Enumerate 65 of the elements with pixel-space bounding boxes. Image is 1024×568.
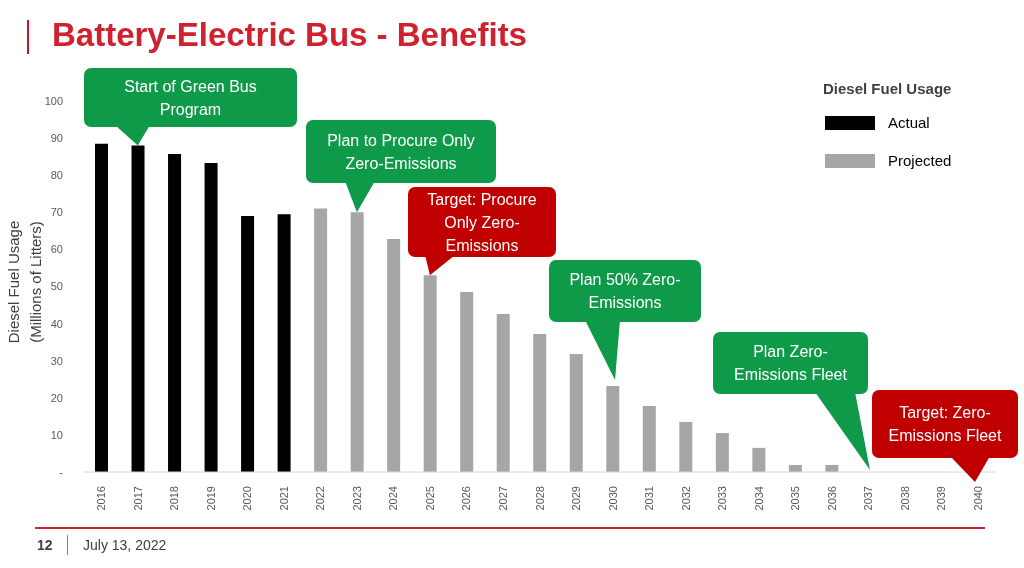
x-tick-label: 2022 — [314, 486, 327, 511]
bar — [533, 333, 547, 472]
x-tick-label: 2026 — [460, 486, 473, 511]
bar — [387, 239, 401, 472]
annotation: Plan Zero-Emissions Fleet — [733, 342, 848, 385]
text: 12 — [37, 537, 53, 553]
x-tick-label: 2032 — [679, 486, 692, 511]
bar — [496, 313, 510, 472]
bar — [715, 433, 729, 472]
x-tick-label: 2018 — [168, 486, 181, 511]
x-tick-label: 2031 — [643, 486, 656, 511]
x-tick-label: 2034 — [752, 486, 765, 511]
x-tick-label: 2040 — [971, 486, 984, 511]
y-tick-label: 30 — [50, 354, 63, 367]
legend-title: Diesel Fuel Usage — [823, 80, 952, 97]
legend-label: Projected — [888, 152, 952, 169]
bar — [204, 162, 218, 472]
y-tick-label: 10 — [50, 428, 63, 441]
bar — [241, 216, 255, 472]
y-tick-label: 90 — [50, 132, 63, 145]
x-tick-label: 2039 — [935, 486, 948, 511]
x-tick-label: 2038 — [898, 486, 911, 511]
x-tick-label: 2019 — [204, 486, 217, 511]
bar — [679, 421, 693, 472]
x-tick-label: 2023 — [350, 486, 363, 511]
annotation: Target: Procure Only Zero-Emissions — [426, 189, 538, 256]
bar — [95, 143, 108, 472]
x-tick-label: 2035 — [789, 486, 802, 511]
bar — [642, 405, 656, 472]
x-tick-label: 2025 — [423, 486, 436, 511]
x-tick-label: 2017 — [131, 486, 144, 511]
annotation: Start of Green Bus Program — [123, 76, 258, 120]
x-tick-label: 2024 — [387, 486, 400, 511]
y-tick-label: 100 — [44, 94, 63, 107]
y-tick-label: 70 — [50, 206, 63, 219]
x-tick-label: 2029 — [570, 486, 583, 511]
x-tick-label: 2021 — [277, 486, 290, 511]
bar — [314, 208, 328, 472]
y-tick-label: 20 — [50, 391, 63, 404]
y-tick-label: 60 — [50, 243, 63, 256]
x-tick-label: 2028 — [533, 486, 546, 511]
bar — [606, 385, 620, 472]
bar — [460, 292, 474, 472]
x-tick-label: 2033 — [716, 486, 729, 511]
y-tick-label: 50 — [50, 280, 63, 293]
y-tick-label: - — [59, 465, 64, 478]
annotation: Plan 50% Zero-Emissions — [568, 270, 682, 313]
x-tick-label: 2020 — [241, 486, 254, 511]
x-tick-label: 2037 — [862, 486, 875, 511]
x-tick-label: 2027 — [496, 486, 509, 511]
y-axis-title: Diesel Fuel Usage (Millions of Litters) — [4, 219, 45, 346]
x-tick-label: 2036 — [825, 486, 838, 511]
y-tick-label: 40 — [50, 317, 63, 330]
bar — [277, 214, 291, 472]
bar — [168, 154, 182, 472]
y-tick-label: 80 — [50, 169, 63, 182]
annotation: Target: Zero-Emissions Fleet — [887, 403, 1003, 446]
annotation: Plan to Procure Only Zero-Emissions — [326, 130, 476, 174]
bar — [752, 447, 766, 472]
chart-title: Battery-Electric Bus - Benefits — [52, 16, 527, 54]
legend-label: Actual — [888, 114, 930, 131]
x-tick-label: 2030 — [606, 486, 619, 511]
x-tick-label: 2016 — [95, 486, 108, 511]
bar — [569, 354, 583, 472]
text: July 13, 2022 — [83, 537, 167, 553]
